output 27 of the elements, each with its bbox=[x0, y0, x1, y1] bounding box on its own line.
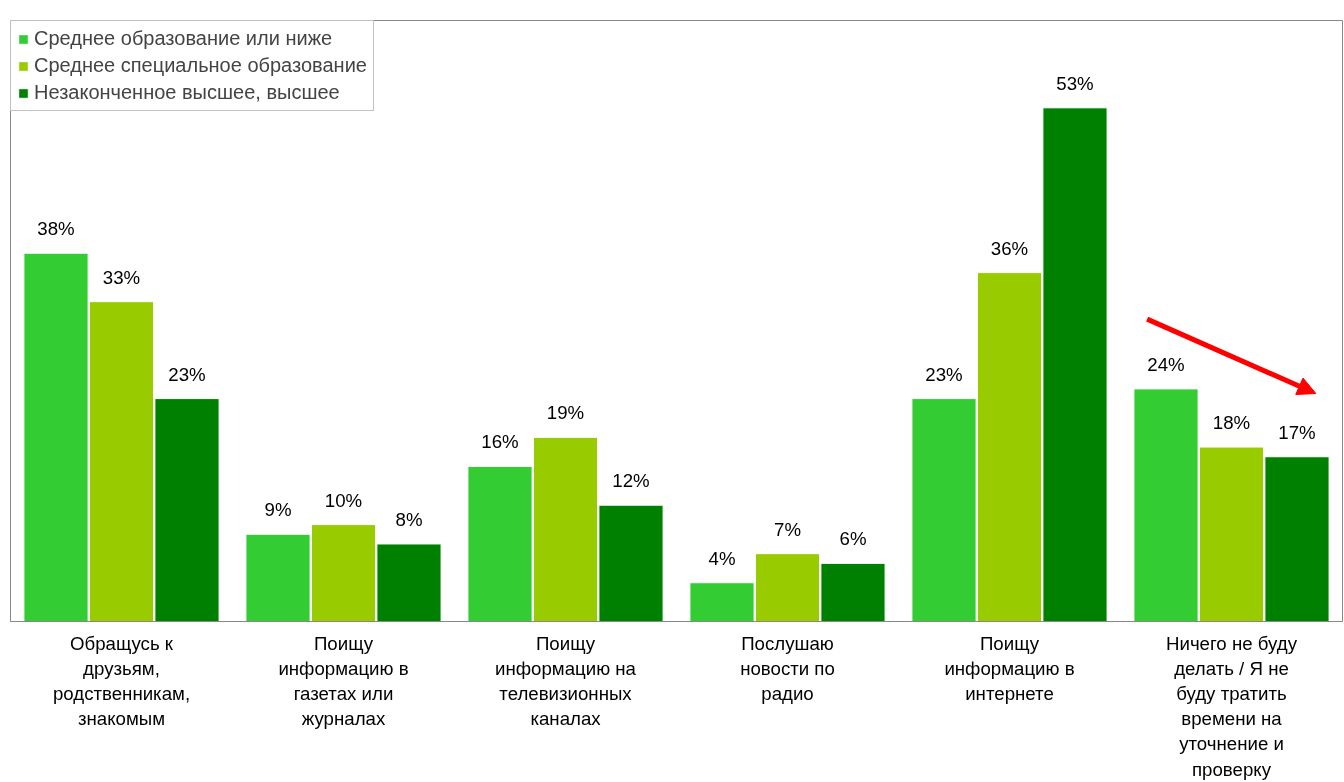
data-label: 19% bbox=[546, 402, 585, 424]
data-label: 12% bbox=[612, 470, 650, 492]
data-label: 17% bbox=[1278, 421, 1316, 443]
data-label: 9% bbox=[264, 499, 292, 521]
x-tick-label: Ничего не буду делать / Я не буду тратить времени на уточнение и проверку bbox=[1166, 632, 1298, 780]
x-tick-label: Послушаю новости по радио bbox=[740, 632, 835, 704]
data-label: 10% bbox=[324, 489, 363, 511]
data-label: 36% bbox=[990, 237, 1029, 259]
data-label: 4% bbox=[708, 547, 736, 569]
x-tick-label: Обращусь к друзьям, родственникам, знакомым bbox=[52, 632, 191, 730]
data-label: 18% bbox=[1212, 412, 1251, 434]
data-label: 23% bbox=[168, 363, 206, 385]
data-label: 23% bbox=[925, 363, 963, 385]
x-tick-label: Поищу информацию на телевизионных каналах bbox=[495, 632, 637, 730]
data-label: 6% bbox=[839, 528, 867, 550]
data-label: 7% bbox=[774, 518, 801, 540]
x-tick-label: Поищу информацию в интернете bbox=[944, 632, 1075, 704]
data-label: 53% bbox=[1056, 72, 1094, 94]
legend-label: Среднее специальное образование bbox=[34, 54, 367, 77]
legend-label: Среднее образование или ниже bbox=[34, 27, 333, 50]
x-tick-label: Поищу информацию в газетах или журналах bbox=[278, 632, 409, 730]
legend-label: Незаконченное высшее, высшее bbox=[34, 81, 340, 104]
data-label: 16% bbox=[481, 431, 519, 453]
data-label: 33% bbox=[102, 266, 141, 288]
data-label: 8% bbox=[395, 508, 423, 530]
data-label: 24% bbox=[1147, 353, 1185, 375]
data-label: 38% bbox=[37, 218, 75, 240]
